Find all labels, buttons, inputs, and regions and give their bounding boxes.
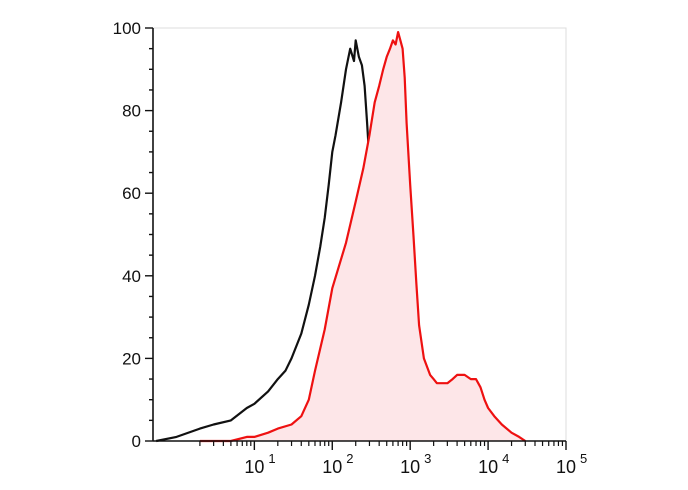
- y-tick-label: 80: [122, 102, 141, 121]
- y-tick-label: 60: [122, 184, 141, 203]
- x-tick-label-exponent: 5: [580, 451, 587, 466]
- y-tick-label: 20: [122, 349, 141, 368]
- x-tick-label-base: 10: [322, 457, 342, 477]
- series-layer: [155, 31, 526, 443]
- x-tick-label-exponent: 1: [268, 451, 275, 466]
- x-tick-label-base: 10: [244, 457, 264, 477]
- labels-layer: 0 20 40 60 80 100 10 1 10 2 10 3 10 4 10 5: [113, 19, 588, 477]
- y-tick-label: 0: [132, 432, 141, 451]
- series-1-line: [199, 31, 526, 443]
- x-tick-label-base: 10: [400, 457, 420, 477]
- y-tick-label: 100: [113, 19, 141, 38]
- y-tick-label: 40: [122, 267, 141, 286]
- x-tick-label-base: 10: [556, 457, 576, 477]
- x-tick-label-exponent: 2: [346, 451, 353, 466]
- x-tick-label-base: 10: [478, 457, 498, 477]
- x-tick-label-exponent: 3: [424, 451, 431, 466]
- x-tick-label-exponent: 4: [502, 451, 509, 466]
- ticks-layer: [145, 27, 567, 450]
- series-1-area: [199, 32, 526, 441]
